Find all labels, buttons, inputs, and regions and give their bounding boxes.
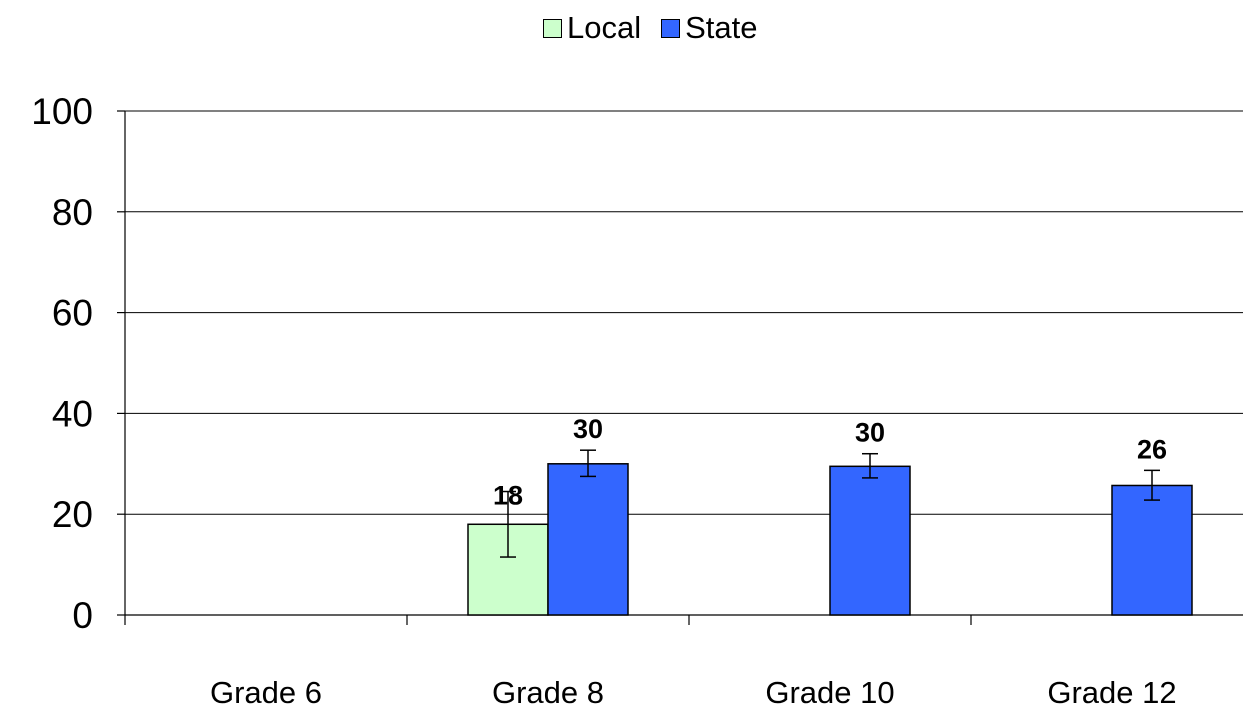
legend-label-state: State xyxy=(685,10,758,45)
chart-legend: Local State xyxy=(543,10,778,46)
y-tick-label: 40 xyxy=(52,393,93,434)
bar-state xyxy=(547,463,629,616)
legend-item-local: Local xyxy=(543,10,641,46)
x-tick-label: Grade 8 xyxy=(492,675,604,710)
x-tick-label: Grade 10 xyxy=(765,675,894,710)
y-tick-label: 20 xyxy=(52,494,93,535)
data-label: 30 xyxy=(855,418,885,448)
x-tick-label: Grade 6 xyxy=(210,675,322,710)
y-tick-label: 60 xyxy=(52,293,93,334)
legend-item-state: State xyxy=(661,10,758,46)
data-label: 26 xyxy=(1137,434,1167,464)
data-label: 18 xyxy=(493,480,523,510)
x-tick-label: Grade 12 xyxy=(1047,675,1176,710)
bar-state xyxy=(1111,484,1193,616)
y-tick-label: 100 xyxy=(31,91,93,132)
data-label: 30 xyxy=(573,414,603,444)
bar-state xyxy=(829,465,911,616)
y-tick-label: 80 xyxy=(52,192,93,233)
legend-swatch-local xyxy=(543,18,562,38)
legend-label-local: Local xyxy=(567,10,642,45)
legend-swatch-state xyxy=(661,18,681,38)
y-tick-label: 0 xyxy=(72,595,93,636)
